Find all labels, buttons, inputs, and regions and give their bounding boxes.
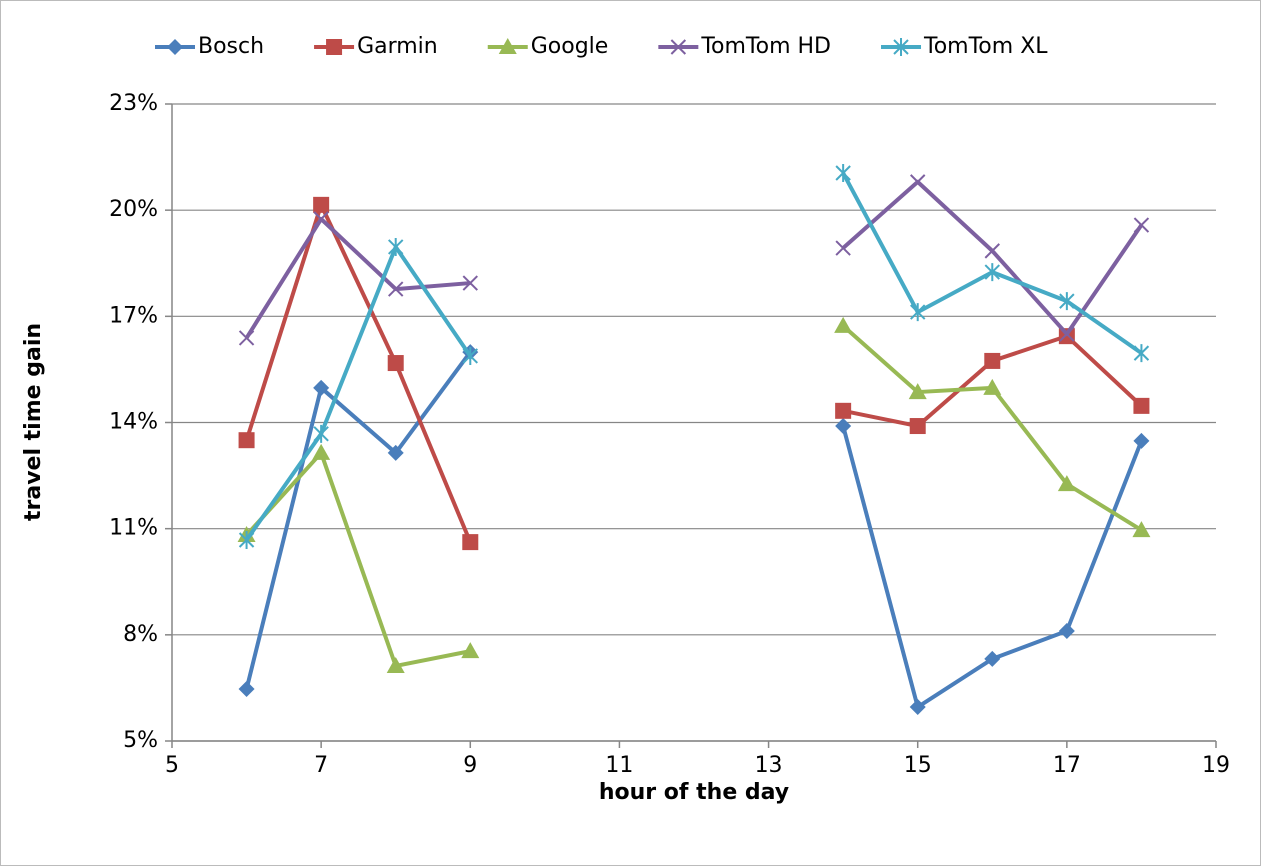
marker: [1132, 521, 1151, 538]
legend-label: Garmin: [357, 34, 438, 59]
marker: [893, 38, 909, 56]
x-tick-label: 17: [1053, 753, 1081, 778]
y-axis-title: travel time gain: [21, 323, 46, 521]
marker: [670, 39, 687, 55]
legend-label: TomTom XL: [923, 34, 1048, 59]
legend-item: Garmin: [314, 34, 438, 59]
marker: [1058, 622, 1075, 639]
marker: [238, 530, 255, 549]
y-tick-label: 17%: [109, 303, 158, 328]
marker: [462, 346, 478, 365]
marker: [984, 352, 1001, 369]
y-tick-label: 23%: [109, 91, 158, 116]
legend-item: Google: [487, 34, 609, 59]
x-tick-label: 19: [1202, 753, 1230, 778]
marker: [910, 174, 926, 190]
marker: [1059, 326, 1075, 342]
marker: [387, 444, 404, 461]
y-tick-label: 8%: [123, 622, 158, 647]
x-tick-label: 15: [904, 753, 932, 778]
x-axis-title: hour of the day: [599, 780, 789, 805]
marker: [326, 39, 343, 55]
marker: [984, 650, 1001, 667]
marker: [835, 402, 852, 419]
x-tick-label: 11: [605, 753, 633, 778]
marker: [983, 378, 1002, 395]
marker: [386, 656, 405, 673]
marker: [1133, 397, 1150, 414]
x-tick-label: 9: [463, 753, 477, 778]
marker: [388, 237, 404, 256]
legend-item: Bosch: [155, 34, 264, 59]
legend-label: Bosch: [198, 34, 264, 59]
x-tick-label: 13: [755, 753, 783, 778]
marker: [238, 680, 255, 697]
marker: [835, 418, 852, 435]
marker: [461, 642, 480, 659]
marker: [387, 355, 404, 372]
marker: [984, 243, 1000, 259]
y-tick-label: 11%: [109, 516, 158, 541]
marker: [313, 196, 330, 213]
marker: [313, 211, 329, 227]
marker: [910, 303, 926, 322]
legend-label: TomTom HD: [700, 34, 831, 59]
marker: [1057, 475, 1076, 492]
x-tick-label: 5: [165, 753, 179, 778]
marker: [388, 281, 404, 297]
marker: [909, 418, 926, 435]
marker: [908, 383, 927, 400]
legend-item: TomTom XL: [881, 34, 1048, 59]
marker: [835, 240, 851, 256]
y-tick-label: 5%: [123, 728, 158, 753]
marker: [834, 316, 853, 333]
marker: [1133, 432, 1150, 449]
marker: [1059, 292, 1075, 311]
marker: [313, 379, 330, 396]
marker: [1133, 217, 1150, 233]
marker: [313, 424, 329, 443]
marker: [312, 443, 331, 460]
marker: [835, 164, 851, 183]
marker: [462, 275, 478, 291]
y-tick-label: 20%: [109, 197, 158, 222]
marker: [984, 263, 1000, 282]
marker: [238, 330, 255, 346]
marker: [167, 39, 183, 55]
legend-label: Google: [531, 34, 609, 59]
y-tick-label: 14%: [109, 410, 158, 435]
marker: [909, 699, 926, 716]
marker: [238, 432, 255, 449]
marker: [1133, 344, 1150, 363]
x-tick-label: 7: [314, 753, 328, 778]
marker: [462, 534, 479, 551]
legend-item: TomTom HD: [658, 34, 831, 59]
marker: [498, 38, 517, 54]
